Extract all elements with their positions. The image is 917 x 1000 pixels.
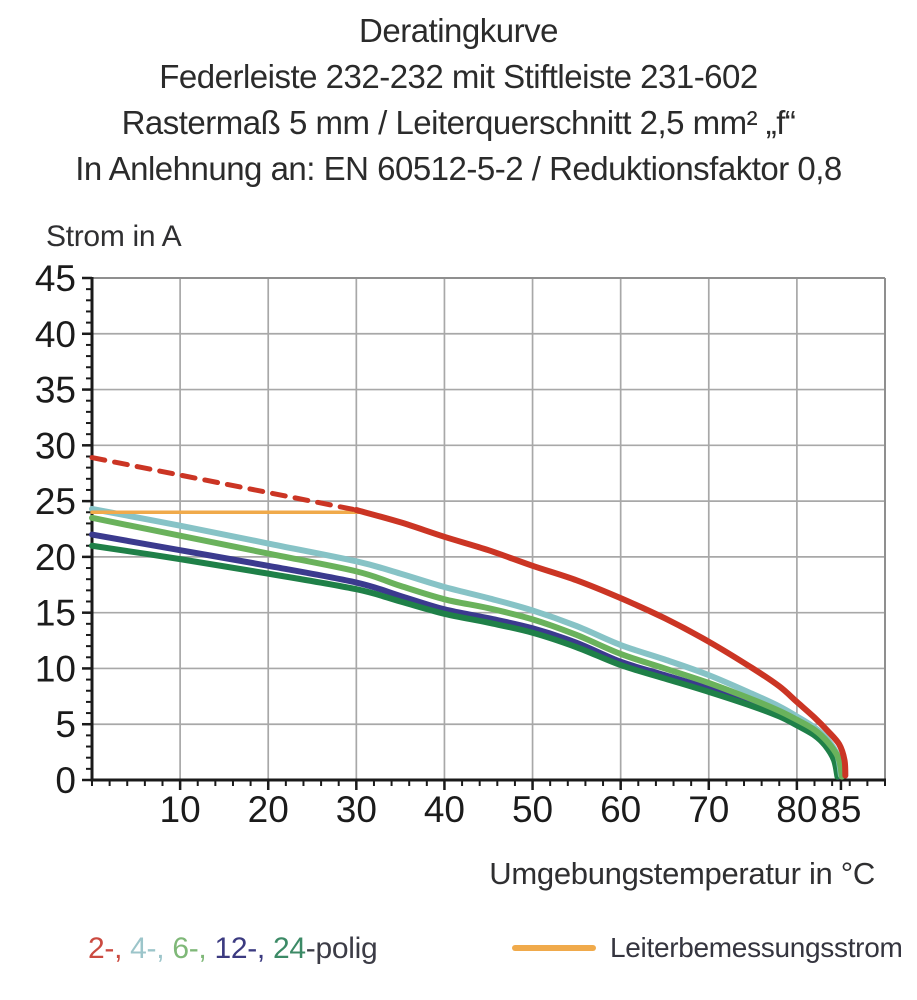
y-axis-title: Strom in A [46,220,182,253]
y-tick-label: 10 [35,648,76,689]
legend-item: 12-, [214,932,273,965]
x-tick-label: 80 [776,789,817,830]
series-24-polig [89,542,841,780]
legend-item: 4-, [130,932,173,965]
series-2-polig [353,507,849,779]
series-12-polig [89,531,842,780]
x-tick-label: 60 [600,789,641,830]
legend-item: 24 [273,932,306,965]
y-tick-label: 25 [35,481,76,522]
chart-subtitle-standard: In Anlehnung an: EN 60512-5-2 / Reduktio… [75,150,842,187]
rated-current-legend: Leiterbemessungsstrom [512,932,903,964]
series-2-polig-gestrichelt [89,455,359,513]
series-4-polig [89,505,844,779]
y-tick-label: 20 [35,537,76,578]
y-tick-label: 30 [35,425,76,466]
y-tick-label: 35 [35,370,76,411]
chart-title: Deratingkurve [359,12,558,49]
poles-legend: 2-, 4-, 6-, 12-, 24-polig [88,932,378,966]
x-tick-label: 30 [336,789,377,830]
y-tick-label: 45 [35,258,76,299]
series-6-polig [89,514,845,780]
rated-current-label: Leiterbemessungsstrom [610,932,903,963]
x-tick-label: 20 [248,789,289,830]
y-tick-label: 40 [35,314,76,355]
x-tick-label: 70 [688,789,729,830]
y-tick-label: 0 [55,760,76,801]
rated-current-line-swatch [512,945,596,951]
x-tick-label: 50 [512,789,553,830]
x-tick-label: 10 [160,789,201,830]
legend-item: 2-, [88,932,131,965]
y-tick-label: 15 [35,593,76,634]
chart-subtitle-product: Federleiste 232-232 mit Stiftleiste 231-… [159,58,758,95]
x-tick-label: 85 [820,789,861,830]
x-tick-label: 40 [424,789,465,830]
chart-subtitle-spec: Rastermaß 5 mm / Leiterquerschnitt 2,5 m… [121,104,796,141]
x-axis-title: Umgebungstemperatur in °C [489,856,875,891]
chart-header: Deratingkurve Federleiste 232-232 mit St… [0,8,917,192]
legend-item: 6-, [172,932,215,965]
legend-item: -polig [305,932,378,965]
y-tick-label: 5 [55,704,76,745]
